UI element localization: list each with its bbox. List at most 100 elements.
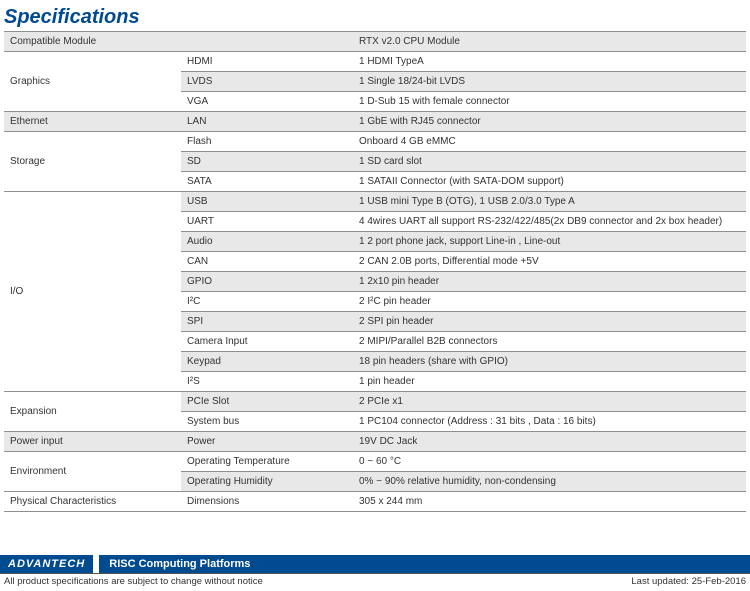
value-label: 1 2x10 pin header — [359, 276, 439, 287]
value-cell: 1 GbE with RJ45 connector — [353, 112, 746, 132]
updated-text: Last updated: 25-Feb-2016 — [631, 576, 746, 587]
value-cell: 1 SD card slot — [353, 152, 746, 172]
subcategory-label: HDMI — [187, 56, 213, 67]
value-cell: 1 SATAII Connector (with SATA-DOM suppor… — [353, 172, 746, 192]
category-cell: Physical Characteristics — [4, 492, 181, 512]
value-label: 1 SD card slot — [359, 156, 422, 167]
value-label: 19V DC Jack — [359, 436, 417, 447]
table-row: EnvironmentOperating Temperature0 ~ 60 °… — [4, 452, 746, 472]
value-cell: 2 MIPI/Parallel B2B connectors — [353, 332, 746, 352]
category-label: Expansion — [10, 406, 57, 417]
table-row: I/OUSB1 USB mini Type B (OTG), 1 USB 2.0… — [4, 192, 746, 212]
value-label: 1 Single 18/24-bit LVDS — [359, 76, 465, 87]
subcategory-cell: Operating Humidity — [181, 472, 353, 492]
value-label: 0% ~ 90% relative humidity, non-condensi… — [359, 476, 556, 487]
value-label: 2 I²C pin header — [359, 296, 431, 307]
value-cell: 2 PCIe x1 — [353, 392, 746, 412]
value-cell: 0% ~ 90% relative humidity, non-condensi… — [353, 472, 746, 492]
subcategory-label: GPIO — [187, 276, 212, 287]
subcategory-cell: PCIe Slot — [181, 392, 353, 412]
subcategory-label: Flash — [187, 136, 211, 147]
category-cell: Expansion — [4, 392, 181, 432]
subcategory-cell: Dimensions — [181, 492, 353, 512]
subcategory-cell: Flash — [181, 132, 353, 152]
value-label: 1 SATAII Connector (with SATA-DOM suppor… — [359, 176, 564, 187]
table-row: GraphicsHDMI1 HDMI TypeA — [4, 52, 746, 72]
subcategory-label: I²C — [187, 296, 200, 307]
brand-logo: ADVANTECH — [0, 555, 93, 573]
subcategory-label: Operating Temperature — [187, 456, 290, 467]
subcategory-cell: I²S — [181, 372, 353, 392]
value-label: 1 D-Sub 15 with female connector — [359, 96, 510, 107]
value-label: 1 USB mini Type B (OTG), 1 USB 2.0/3.0 T… — [359, 196, 575, 207]
table-row: ExpansionPCIe Slot2 PCIe x1 — [4, 392, 746, 412]
value-cell: Onboard 4 GB eMMC — [353, 132, 746, 152]
category-cell: Environment — [4, 452, 181, 492]
subcategory-label: LAN — [187, 116, 206, 127]
subcategory-label: PCIe Slot — [187, 396, 229, 407]
value-cell: 0 ~ 60 °C — [353, 452, 746, 472]
value-label: Onboard 4 GB eMMC — [359, 136, 456, 147]
table-row: Compatible Module RTX v2.0 CPU Module — [4, 32, 746, 52]
subcategory-label: SD — [187, 156, 201, 167]
value-cell: 1 2x10 pin header — [353, 272, 746, 292]
value-label: 1 GbE with RJ45 connector — [359, 116, 481, 127]
footer-bar: ADVANTECH RISC Computing Platforms — [0, 555, 750, 573]
category-cell: Compatible Module — [4, 32, 181, 52]
value-label: 2 PCIe x1 — [359, 396, 403, 407]
value-cell: 2 CAN 2.0B ports, Differential mode +5V — [353, 252, 746, 272]
category-label: Graphics — [10, 76, 50, 87]
page-title: Specifications — [0, 0, 750, 31]
subcategory-label: Power — [187, 436, 215, 447]
value-cell: RTX v2.0 CPU Module — [353, 32, 746, 52]
value-label: 0 ~ 60 °C — [359, 456, 401, 467]
value-label: 18 pin headers (share with GPIO) — [359, 356, 508, 367]
subcategory-cell: CAN — [181, 252, 353, 272]
footer-line: All product specifications are subject t… — [0, 573, 750, 591]
value-label: 4 4wires UART all support RS-232/422/485… — [359, 216, 722, 227]
subcategory-cell: LAN — [181, 112, 353, 132]
value-label: RTX v2.0 CPU Module — [359, 36, 460, 47]
value-label: 1 HDMI TypeA — [359, 56, 424, 67]
value-cell: 1 USB mini Type B (OTG), 1 USB 2.0/3.0 T… — [353, 192, 746, 212]
category-label: Ethernet — [10, 116, 48, 127]
platform-label: RISC Computing Platforms — [99, 555, 750, 573]
value-label: 1 PC104 connector (Address : 31 bits , D… — [359, 416, 596, 427]
value-cell: 18 pin headers (share with GPIO) — [353, 352, 746, 372]
category-label: Power input — [10, 436, 63, 447]
category-label: Physical Characteristics — [10, 496, 116, 507]
spec-table: Compatible Module RTX v2.0 CPU Module Grap… — [4, 31, 746, 512]
value-cell: 19V DC Jack — [353, 432, 746, 452]
subcategory-cell: HDMI — [181, 52, 353, 72]
subcategory-cell: UART — [181, 212, 353, 232]
subcategory-cell: System bus — [181, 412, 353, 432]
subcategory-cell: SPI — [181, 312, 353, 332]
table-row: Physical CharacteristicsDimensions305 x … — [4, 492, 746, 512]
subcategory-cell: Operating Temperature — [181, 452, 353, 472]
table-row: Power input Power 19V DC Jack — [4, 432, 746, 452]
subcategory-cell: GPIO — [181, 272, 353, 292]
subcategory-label: Operating Humidity — [187, 476, 273, 487]
subcategory-label: Audio — [187, 236, 213, 247]
subcategory-label: CAN — [187, 256, 208, 267]
value-label: 2 MIPI/Parallel B2B connectors — [359, 336, 497, 347]
subcategory-cell: SATA — [181, 172, 353, 192]
value-cell: 4 4wires UART all support RS-232/422/485… — [353, 212, 746, 232]
subcategory-cell: I²C — [181, 292, 353, 312]
subcategory-cell — [181, 32, 353, 52]
subcategory-label: SATA — [187, 176, 212, 187]
table-row: Ethernet LAN 1 GbE with RJ45 connector — [4, 112, 746, 132]
subcategory-cell: LVDS — [181, 72, 353, 92]
category-label: Environment — [10, 466, 66, 477]
category-cell: Power input — [4, 432, 181, 452]
subcategory-cell: USB — [181, 192, 353, 212]
value-cell: 2 I²C pin header — [353, 292, 746, 312]
table-row: StorageFlashOnboard 4 GB eMMC — [4, 132, 746, 152]
subcategory-cell: VGA — [181, 92, 353, 112]
value-cell: 1 Single 18/24-bit LVDS — [353, 72, 746, 92]
value-cell: 1 pin header — [353, 372, 746, 392]
category-cell: Ethernet — [4, 112, 181, 132]
value-label: 2 SPI pin header — [359, 316, 434, 327]
subcategory-label: Keypad — [187, 356, 221, 367]
category-label: I/O — [10, 286, 23, 297]
